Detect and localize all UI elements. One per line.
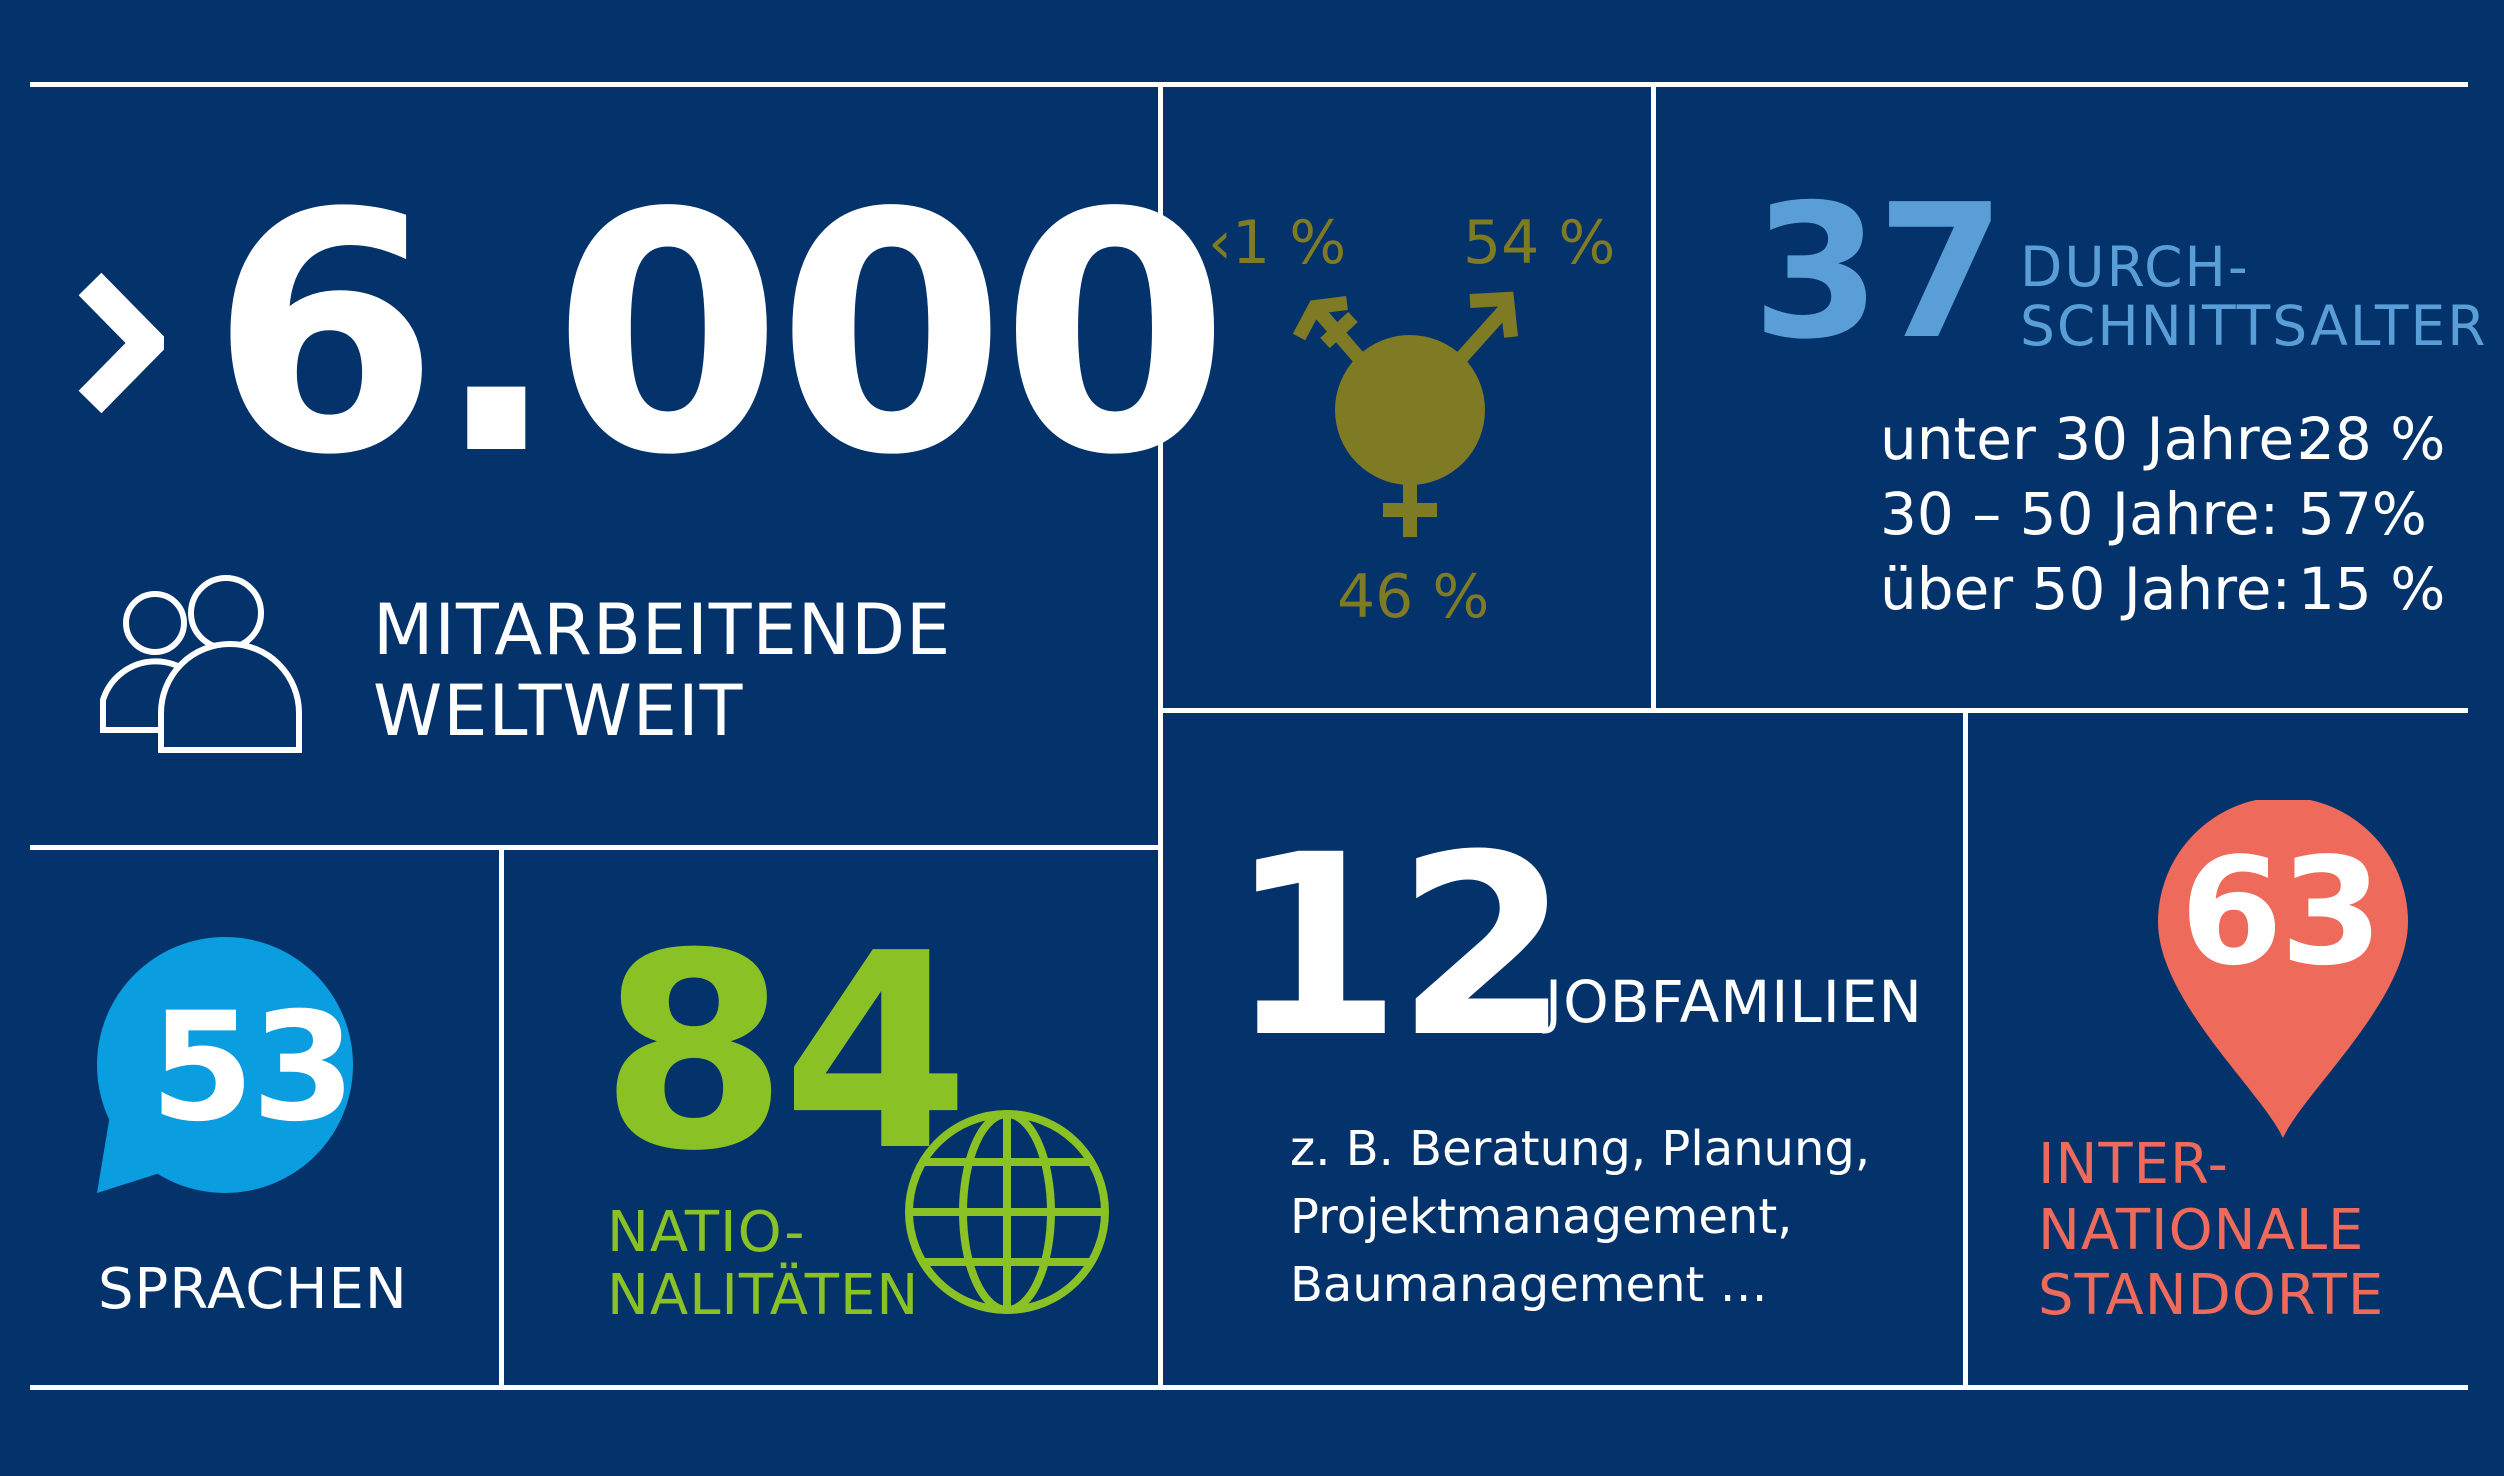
divider-top [30, 82, 2468, 87]
job-families-desc-line2: Projektmanagement, [1290, 1189, 1793, 1246]
average-age-label-line1: DURCH- [2020, 235, 2250, 299]
map-pin-icon [2150, 797, 2416, 1149]
employees-label-line2: WELTWEIT [373, 669, 744, 752]
locations-label-line2: NATIONALE [2038, 1197, 2365, 1263]
age-row-label: über 50 Jahre: [1880, 555, 2291, 623]
languages-label: SPRACHEN [98, 1257, 408, 1322]
globe-icon [902, 1107, 1112, 1321]
nationalities-label-line1: NATIO- [607, 1200, 806, 1265]
job-families-label: JOBFAMILIEN [1545, 968, 1923, 1036]
divider-v-1 [1158, 82, 1163, 1390]
employees-count: 6.000 [210, 143, 1230, 527]
gender-female-value: 46 % [1337, 562, 1490, 632]
greater-than-icon [78, 272, 171, 418]
divider-bottom [30, 1385, 2468, 1390]
locations-count: 63 [2180, 826, 2383, 998]
locations-label: INTER- NATIONALE STANDORTE [2038, 1132, 2384, 1329]
average-age-label: DURCH- SCHNITTSALTER [2020, 235, 2488, 359]
average-age-number: 37 [1752, 164, 2005, 380]
people-icon [98, 565, 308, 759]
employees-label-line1: MITARBEITENDE [373, 589, 952, 671]
locations-label-line1: INTER- [2038, 1132, 2229, 1197]
gender-male-value: 54 % [1463, 208, 1616, 278]
job-families-desc-line3: Baumanagement … [1290, 1257, 1768, 1314]
divider-left-middle [30, 845, 1160, 850]
languages-count: 53 [150, 981, 356, 1155]
gender-diverse-value: ‹1 % [1208, 208, 1347, 278]
age-row-label: 30 – 50 Jahre: [1880, 480, 2280, 548]
age-row-label: unter 30 Jahre: [1880, 405, 2314, 473]
average-age-label-line2: SCHNITTSALTER [2020, 294, 2488, 359]
age-row-value: 15 % [2298, 555, 2446, 623]
job-families-description: z. B. Beratung, Planung, Projektmanageme… [1290, 1115, 1870, 1319]
job-families-count: 12 [1228, 801, 1570, 1092]
nationalities-label: NATIO- NALITÄTEN [607, 1200, 920, 1328]
job-families-desc-line1: z. B. Beratung, Planung, [1290, 1121, 1871, 1177]
speech-bubble-icon [95, 935, 365, 1199]
locations-label-line3: STANDORTE [2038, 1263, 2385, 1329]
gender-symbol-icon [1285, 285, 1535, 549]
employees-label: MITARBEITENDE WELTWEIT [373, 590, 951, 751]
nationalities-count: 84 [600, 895, 970, 1210]
age-row-value: 57% [2298, 480, 2427, 548]
divider-right-middle [1160, 708, 2468, 713]
divider-v-4 [1963, 708, 1968, 1390]
age-row-value: 28 % [2298, 405, 2446, 473]
divider-v-2 [1651, 82, 1656, 710]
divider-v-3 [499, 845, 504, 1390]
nationalities-label-line2: NALITÄTEN [607, 1262, 920, 1328]
